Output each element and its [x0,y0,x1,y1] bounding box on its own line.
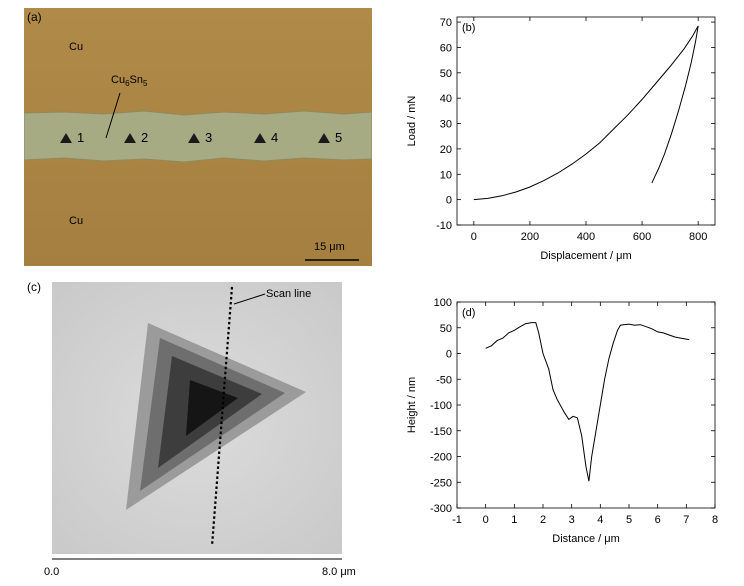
cu-label-bottom: Cu [69,215,84,227]
y-axis-label: Load / mN [406,96,418,147]
scan-line-label: Scan line [266,288,312,300]
indent-label-5: 5 [335,130,343,145]
indent-core [186,380,238,436]
x-tick-label: 1 [511,514,517,526]
micrograph-overlay [60,92,359,261]
panel-c-tag: (c) [27,280,41,294]
y-tick-label: -150 [430,426,452,438]
indent-label-1: 1 [77,130,85,145]
x-tick-label: 7 [683,514,689,526]
x-tick-label: 800 [689,231,707,243]
imc-label-sn: Sn [129,74,143,86]
afm-axis-start: 0.0 [44,566,60,578]
indent-5-mark [318,133,330,143]
y-tick-label: 50 [440,68,452,80]
y-tick-label: 0 [446,349,452,361]
panel-a-micrograph: (a) Cu Cu Cu6Sn5 1 2 3 4 5 15 μm [23,8,373,266]
panel-a-tag: (a) [27,10,42,24]
y-axis-label: Height / nm [406,377,418,433]
y-tick-label: 50 [440,323,452,335]
x-tick-label: 200 [521,231,539,243]
y-tick-label: -100 [430,400,452,412]
series-line-1 [485,322,690,482]
y-tick-label: 0 [446,195,452,207]
x-tick-label: 5 [626,514,632,526]
y-tick-label: 70 [440,17,452,29]
indent-1-mark [60,133,72,143]
indent-3-mark [188,133,200,143]
y-tick-label: 10 [440,169,452,181]
plot-frame [456,16,716,226]
imc-pointer [105,92,121,139]
plot-frame [456,301,716,509]
y-tick-label: -10 [436,220,452,232]
x-tick-label: 4 [597,514,603,526]
panel-tag: (b) [462,22,475,34]
scalebar-label: 15 μm [314,241,345,253]
indent-label-2: 2 [141,130,149,145]
scan-line [210,286,234,547]
y-tick-label: -200 [430,452,452,464]
scan-line-pointer [233,293,266,305]
x-tick-label: 400 [577,231,595,243]
y-tick-label: 30 [440,119,452,131]
series-line-1 [473,25,699,201]
x-tick-label: 6 [655,514,661,526]
indent-2-mark [124,133,136,143]
chart-d-height-profile: (d) -1 0 1 2 3 4 5 6 7 8 100 50 0 -50 -100 -150 -200 -250 -… [406,297,718,545]
x-tick-label: 8 [712,514,718,526]
indent-4-mark [254,133,266,143]
y-tick-label: 20 [440,144,452,156]
cu-label-top: Cu [69,41,84,53]
imc-label: Cu6Sn5 [111,74,147,88]
x-tick-label: 0 [471,231,477,243]
imc-sub-6: 6 [125,79,130,89]
y-tick-label: -50 [436,374,452,386]
indent-label-3: 3 [205,130,213,145]
afm-axis-end: 8.0 μm [322,566,356,578]
y-tick-label: 60 [440,42,452,54]
x-tick-label: -1 [452,514,462,526]
chart-b-load-displacement: (b) 0 200 400 600 800 -10 0 10 20 30 40 50 60 70 Displa… [406,16,716,262]
imc-sub-5: 5 [142,79,148,89]
indent-label-4: 4 [271,130,279,145]
series-line-2 [651,25,699,184]
x-axis-label: Distance / μm [552,533,619,545]
y-tick-label: 100 [434,297,452,309]
x-tick-label: 600 [633,231,651,243]
afm-image [52,282,342,560]
panel-tag: (d) [462,307,475,319]
y-tick-label: -300 [430,503,452,515]
y-tick-label: -250 [430,477,452,489]
micrograph-image [23,8,373,266]
y-tick-label: 40 [440,93,452,105]
panel-c-afm: (c) Scan line 0.0 8.0 μm [0,276,385,586]
x-tick-label: 0 [483,514,489,526]
x-axis-label: Displacement / μm [540,250,631,262]
x-tick-label: 2 [540,514,546,526]
imc-label-cu: Cu [111,74,126,86]
x-tick-label: 3 [569,514,575,526]
